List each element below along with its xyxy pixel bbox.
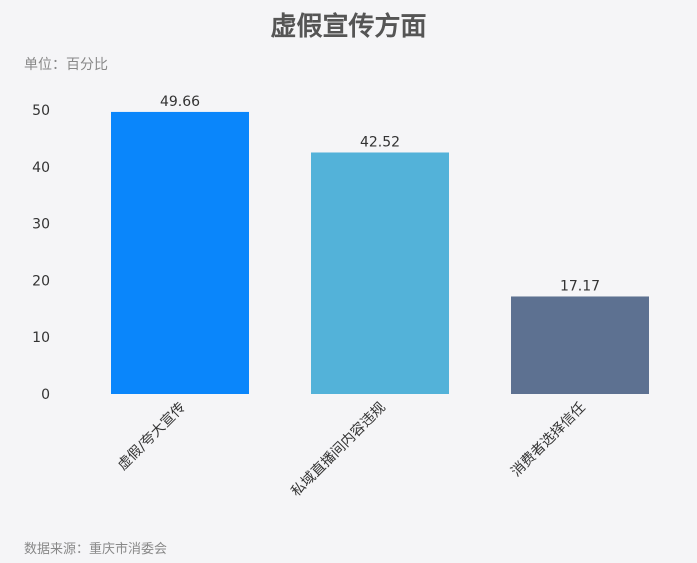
bar-value-label: 17.17	[560, 278, 600, 294]
bar	[111, 111, 249, 394]
bar	[511, 296, 649, 394]
y-tick-label: 40	[32, 160, 50, 176]
category-labels-group: 虚假/夸大宣传 私域直播间内容违规 消费者选择信任	[115, 399, 589, 500]
y-tick-label: 0	[41, 387, 50, 403]
y-tick-label: 30	[32, 217, 50, 233]
y-tick-label: 10	[32, 330, 50, 346]
y-axis: 0 10 20 30 40 50	[32, 103, 50, 403]
unit-label: 单位：百分比	[24, 57, 108, 73]
y-tick-label: 20	[32, 273, 50, 289]
chart-title: 虚假宣传方面	[270, 12, 427, 42]
x-category-label: 消费者选择信任	[508, 400, 589, 481]
x-category-label: 私域直播间内容违规	[288, 399, 389, 500]
y-tick-label: 50	[32, 103, 50, 119]
source-note: 数据来源：重庆市消委会	[24, 542, 168, 557]
x-category-label: 虚假/夸大宣传	[115, 400, 189, 474]
value-labels-group: 49.66 42.52 17.17	[160, 94, 600, 295]
bar-value-label: 49.66	[160, 94, 200, 110]
bars-group	[111, 111, 649, 394]
bar	[311, 152, 449, 394]
bar-value-label: 42.52	[360, 134, 400, 150]
